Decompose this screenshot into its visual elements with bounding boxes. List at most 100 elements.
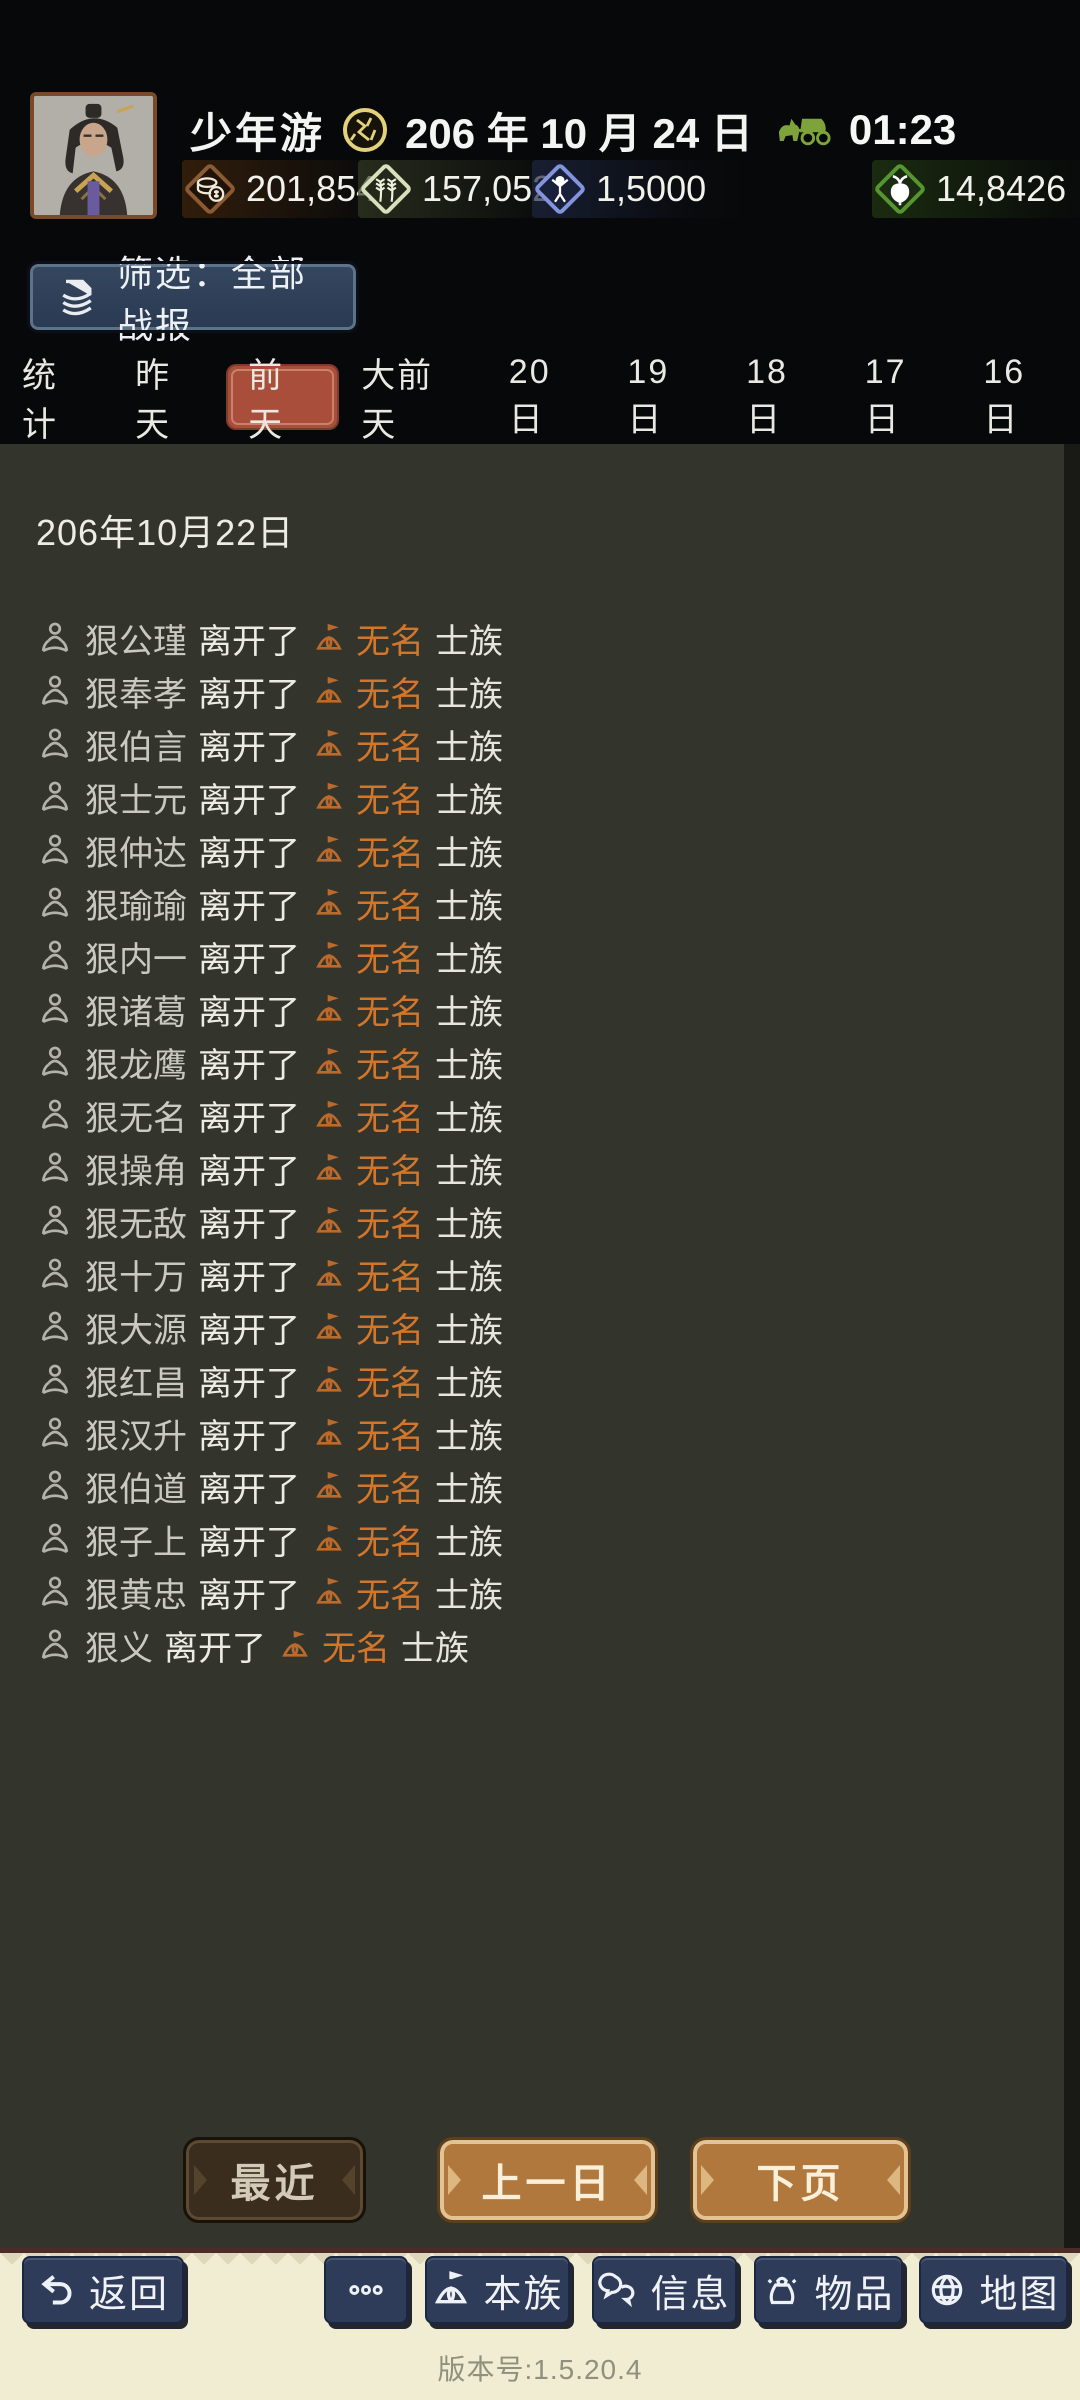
- game-time: 01:23: [848, 106, 957, 153]
- clan-suffix: 士族: [435, 623, 503, 661]
- character-name: 狠龙鹰: [85, 1047, 187, 1085]
- entry-action: 离开了: [198, 888, 300, 926]
- entry-action: 离开了: [198, 994, 300, 1032]
- entry-action: 离开了: [198, 1471, 300, 1509]
- character-name: 狠红昌: [85, 1365, 187, 1403]
- tab-day-17[interactable]: 17日: [864, 353, 907, 439]
- tab-stats[interactable]: 统计: [22, 357, 58, 444]
- currency-manpower[interactable]: 1,5000: [532, 160, 753, 218]
- clan-suffix: 士族: [435, 782, 503, 820]
- report-entry: 狠诸葛 离开了 无名 士族: [36, 983, 1040, 1036]
- report-entry: 狠公瑾 离开了 无名 士族: [36, 612, 1040, 665]
- more-button[interactable]: [324, 2256, 408, 2324]
- report-panel: 206年10月22日 狠公瑾 离开了 无名 士族: [0, 444, 1080, 2248]
- report-entry: 狠龙鹰 离开了 无名 士族: [36, 1036, 1040, 1089]
- person-icon: [41, 1364, 69, 1394]
- scrollbar-track[interactable]: [1064, 444, 1080, 2248]
- tab-day-20[interactable]: 20日: [508, 353, 551, 439]
- clan-name-link[interactable]: 无名: [356, 1259, 424, 1297]
- clan-tent-icon: [316, 1418, 342, 1445]
- filter-button[interactable]: 筛选：全部战报: [27, 253, 359, 346]
- player-avatar[interactable]: [30, 92, 157, 219]
- person-icon: [41, 1205, 69, 1235]
- clan-name-link[interactable]: 无名: [356, 1100, 424, 1138]
- entry-action: 离开了: [198, 941, 300, 979]
- tab-day-19[interactable]: 19日: [627, 353, 670, 439]
- clan-tent-icon: [316, 1153, 342, 1180]
- clan-name-link[interactable]: 无名: [356, 782, 424, 820]
- clan-tent-icon: [316, 1577, 342, 1604]
- clan-name-link[interactable]: 无名: [356, 835, 424, 873]
- clan-tent-icon: [316, 1471, 342, 1498]
- clan-suffix: 士族: [435, 1418, 503, 1456]
- tab-three-days-ago[interactable]: 大前天: [361, 357, 434, 444]
- clan-name-link[interactable]: 无名: [356, 729, 424, 767]
- clan-tent-icon: [316, 941, 342, 968]
- clan-name-link[interactable]: 无名: [356, 1418, 424, 1456]
- map-label: 地图: [979, 2273, 1060, 2316]
- clan-button[interactable]: 本族: [425, 2256, 570, 2324]
- clan-name-link[interactable]: 无名: [356, 1365, 424, 1403]
- entry-action: 离开了: [198, 835, 300, 873]
- report-entry: 狠义 离开了 无名 士族: [36, 1619, 1040, 1672]
- person-icon: [41, 1576, 69, 1606]
- clan-name-link[interactable]: 无名: [356, 994, 424, 1032]
- person-icon: [41, 1258, 69, 1288]
- info-button[interactable]: 信息: [592, 2256, 737, 2324]
- bottom-navbar: 返回 本族: [0, 2248, 1080, 2400]
- tab-yesterday[interactable]: 昨天: [135, 357, 172, 444]
- clan-name-link[interactable]: 无名: [356, 941, 424, 979]
- person-icon: [41, 622, 69, 652]
- report-entry: 狠汉升 离开了 无名 士族: [36, 1407, 1040, 1460]
- report-entry: 狠大源 离开了 无名 士族: [36, 1301, 1040, 1354]
- manpower-icon: [551, 175, 569, 203]
- clan-suffix: 士族: [435, 1047, 503, 1085]
- entry-action: 离开了: [198, 623, 300, 661]
- clan-suffix: 士族: [435, 1577, 503, 1615]
- items-button[interactable]: 物品: [754, 2256, 903, 2324]
- clan-name-link[interactable]: 无名: [356, 1047, 424, 1085]
- clan-name-link[interactable]: 无名: [356, 1471, 424, 1509]
- report-tabs: 统计 昨天 前天 大前天 20日 19日 18日 17日 16日: [0, 353, 1080, 444]
- clan-name-link[interactable]: 无名: [356, 676, 424, 714]
- character-name: 狠瑜瑜: [85, 888, 187, 926]
- clan-name-link[interactable]: 无名: [356, 623, 424, 661]
- clan-suffix: 士族: [435, 888, 503, 926]
- clan-name-link[interactable]: 无名: [356, 1312, 424, 1350]
- next-page-button[interactable]: 下页: [690, 2137, 911, 2223]
- person-icon: [41, 1311, 69, 1341]
- recent-button[interactable]: 最近: [183, 2137, 366, 2223]
- clan-name-link[interactable]: 无名: [356, 1577, 424, 1615]
- person-icon: [41, 1629, 69, 1659]
- clan-name-link[interactable]: 无名: [356, 1153, 424, 1191]
- tab-day-18[interactable]: 18日: [746, 353, 788, 439]
- character-name: 狠伯言: [85, 729, 187, 767]
- clan-label: 本族: [483, 2273, 564, 2316]
- reports-stack-icon: [62, 279, 92, 316]
- character-name: 狠大源: [85, 1312, 187, 1350]
- clan-tent-icon: [316, 994, 342, 1021]
- character-name: 狠操角: [85, 1153, 187, 1191]
- report-date-heading: 206年10月22日: [36, 512, 295, 553]
- clan-name-link[interactable]: 无名: [356, 1524, 424, 1562]
- clan-tent-icon: [282, 1630, 308, 1657]
- currency-gourd[interactable]: 14,8426: [872, 160, 1080, 218]
- entry-action: 离开了: [198, 782, 300, 820]
- previous-day-button[interactable]: 上一日: [437, 2137, 658, 2223]
- entry-action: 离开了: [198, 1418, 300, 1456]
- character-name: 狠十万: [85, 1259, 187, 1297]
- clan-name-link[interactable]: 无名: [322, 1630, 390, 1668]
- back-button[interactable]: 返回: [22, 2256, 184, 2324]
- entry-action: 离开了: [198, 1206, 300, 1244]
- clan-name-link[interactable]: 无名: [356, 1206, 424, 1244]
- map-button[interactable]: 地图: [919, 2256, 1068, 2324]
- tab-day-before[interactable]: 前天: [226, 357, 340, 444]
- turnip-icon: [890, 175, 910, 206]
- person-icon: [41, 1099, 69, 1129]
- clan-name-link[interactable]: 无名: [356, 888, 424, 926]
- report-entry: 狠瑜瑜 离开了 无名 士族: [36, 877, 1040, 930]
- clan-suffix: 士族: [435, 1312, 503, 1350]
- tab-day-16[interactable]: 16日: [983, 353, 1026, 439]
- report-entry: 狠内一 离开了 无名 士族: [36, 930, 1040, 983]
- entry-action: 离开了: [198, 1047, 300, 1085]
